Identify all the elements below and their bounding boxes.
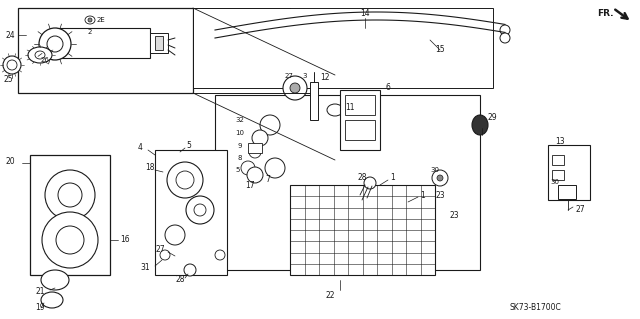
Bar (558, 185, 576, 199)
Text: 21: 21 (36, 287, 45, 296)
Ellipse shape (247, 167, 263, 183)
Bar (30, 155, 110, 275)
Bar (552, 170, 564, 180)
Text: 11: 11 (345, 102, 355, 112)
Text: 18: 18 (145, 164, 154, 173)
Ellipse shape (241, 161, 255, 175)
Text: 10: 10 (235, 130, 244, 136)
Bar (248, 143, 262, 153)
Text: 23: 23 (435, 190, 445, 199)
Ellipse shape (194, 204, 206, 216)
Text: 24: 24 (5, 31, 15, 40)
Ellipse shape (176, 171, 194, 189)
Ellipse shape (28, 47, 52, 63)
Bar (150, 33, 168, 53)
Ellipse shape (327, 104, 343, 116)
Ellipse shape (472, 115, 488, 135)
Text: 13: 13 (555, 137, 564, 146)
Text: 2: 2 (88, 29, 92, 35)
Text: FR.: FR. (597, 10, 614, 19)
Bar (340, 90, 380, 150)
Ellipse shape (167, 162, 203, 198)
Text: 23: 23 (450, 211, 460, 219)
Text: 30: 30 (430, 167, 439, 173)
Ellipse shape (500, 33, 510, 43)
Ellipse shape (45, 170, 95, 220)
Text: SK73-B1700C: SK73-B1700C (510, 303, 562, 313)
Bar (290, 185, 435, 275)
Ellipse shape (165, 225, 185, 245)
Text: 22: 22 (326, 291, 335, 300)
Ellipse shape (500, 25, 510, 35)
Text: 5: 5 (235, 167, 239, 173)
Text: 1: 1 (390, 174, 395, 182)
Text: 25: 25 (3, 76, 13, 85)
Text: 7: 7 (265, 175, 270, 184)
Text: 19: 19 (35, 303, 45, 313)
Ellipse shape (252, 130, 268, 146)
Bar (345, 120, 375, 140)
Text: 29: 29 (488, 114, 498, 122)
Ellipse shape (3, 56, 21, 74)
Ellipse shape (42, 212, 98, 268)
Ellipse shape (7, 60, 17, 70)
Bar (18, 8, 193, 93)
Bar (552, 155, 564, 165)
Ellipse shape (215, 250, 225, 260)
Text: 5: 5 (186, 140, 191, 150)
Bar (310, 82, 318, 120)
Text: 27: 27 (155, 246, 164, 255)
Text: 27: 27 (285, 73, 294, 79)
Text: 2E: 2E (97, 17, 106, 23)
Text: 4: 4 (138, 144, 143, 152)
Text: 12: 12 (320, 73, 330, 83)
Ellipse shape (58, 183, 82, 207)
Text: 31: 31 (140, 263, 150, 272)
Bar (215, 95, 480, 270)
Text: 26: 26 (40, 57, 49, 63)
Text: 14: 14 (360, 10, 370, 19)
Bar (55, 28, 150, 58)
Ellipse shape (249, 146, 261, 158)
Text: 8: 8 (237, 155, 241, 161)
Text: 30: 30 (550, 179, 559, 185)
Text: 32: 32 (235, 117, 244, 123)
Bar (155, 36, 163, 50)
Text: 16: 16 (120, 235, 130, 244)
Ellipse shape (265, 158, 285, 178)
Text: 20: 20 (5, 158, 15, 167)
Bar (155, 150, 227, 275)
Ellipse shape (56, 226, 84, 254)
Text: 9: 9 (237, 143, 241, 149)
Ellipse shape (260, 115, 280, 135)
Ellipse shape (85, 16, 95, 24)
Ellipse shape (283, 76, 307, 100)
Text: 3: 3 (302, 73, 307, 79)
Ellipse shape (41, 292, 63, 308)
Bar (345, 95, 375, 115)
Ellipse shape (160, 250, 170, 260)
Ellipse shape (184, 264, 196, 276)
Ellipse shape (186, 196, 214, 224)
Text: 28: 28 (175, 276, 184, 285)
Ellipse shape (364, 177, 376, 189)
Ellipse shape (88, 18, 92, 22)
Ellipse shape (47, 36, 63, 52)
Ellipse shape (290, 83, 300, 93)
Ellipse shape (41, 270, 69, 290)
Text: 28: 28 (358, 174, 367, 182)
Text: 6: 6 (385, 83, 390, 92)
Ellipse shape (432, 170, 448, 186)
Ellipse shape (35, 51, 45, 59)
Text: 27: 27 (575, 205, 584, 214)
Text: 1: 1 (420, 190, 425, 199)
Text: 15: 15 (435, 46, 445, 55)
Bar (193, 8, 493, 88)
Ellipse shape (437, 175, 443, 181)
Bar (548, 145, 590, 200)
Ellipse shape (39, 28, 71, 60)
Text: 17: 17 (245, 181, 255, 189)
